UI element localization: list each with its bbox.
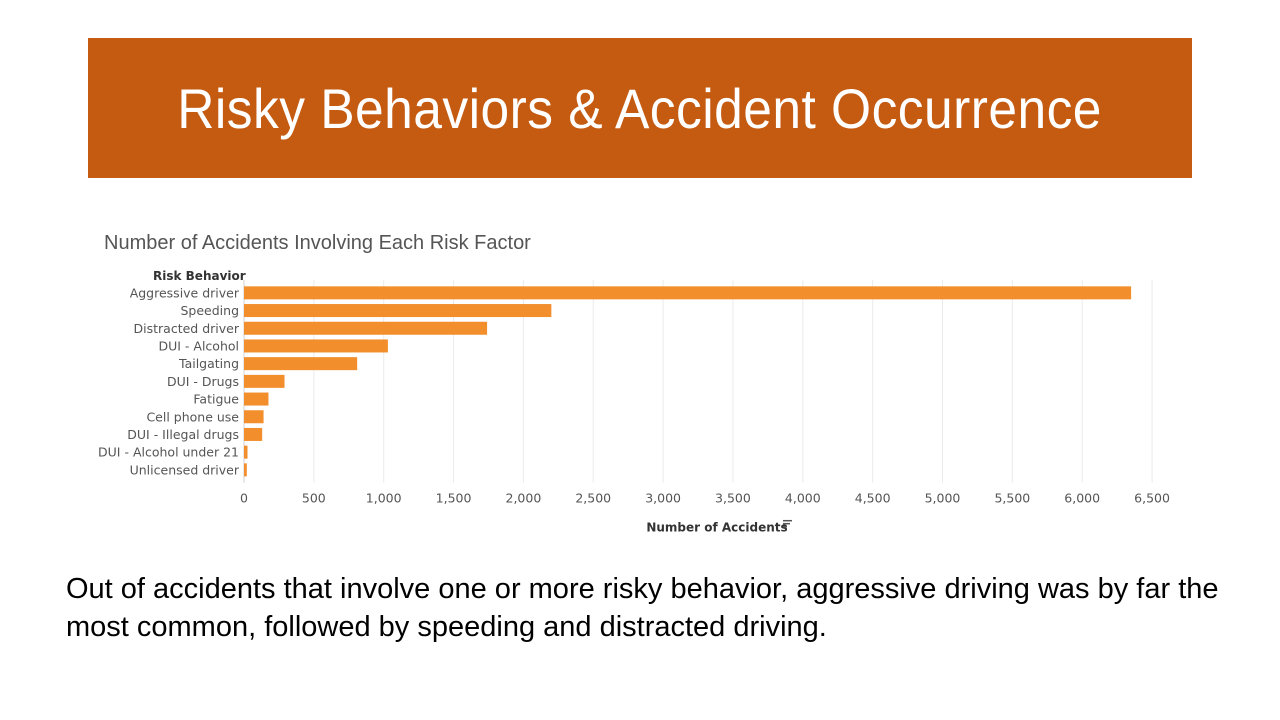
- y-axis-title: Risk Behavior: [153, 269, 246, 283]
- bar-chart: Risk Behavior Aggressive driver Speeding Di…: [98, 269, 1170, 535]
- bar: [244, 286, 1132, 300]
- x-tick-label: 0: [240, 491, 248, 506]
- x-tick-label: 1,500: [436, 491, 472, 506]
- x-tick-label: 6,500: [1134, 491, 1170, 506]
- x-tick-label: 4,500: [855, 491, 891, 506]
- bar: [244, 374, 285, 388]
- bar: [244, 304, 552, 318]
- chart-title: Number of Accidents Involving Each Risk …: [104, 232, 531, 254]
- sort-descending-icon[interactable]: [783, 519, 792, 528]
- x-tick-label: 2,500: [575, 491, 611, 506]
- category-label: DUI - Alcohol: [158, 338, 239, 353]
- bar: [244, 339, 388, 353]
- category-label: Cell phone use: [146, 409, 239, 424]
- x-tick-label: 5,000: [925, 491, 961, 506]
- x-tick-label: 500: [302, 491, 326, 506]
- bar: [244, 321, 488, 335]
- slide-title: Risky Behaviors & Accident Occurrence: [177, 76, 1103, 140]
- category-label: Distracted driver: [134, 321, 240, 336]
- slide-caption: Out of accidents that involve one or mor…: [66, 573, 1219, 643]
- x-tick-label: 1,000: [366, 491, 402, 506]
- category-label: Speeding: [180, 303, 239, 318]
- x-axis-title: Number of Accidents: [646, 521, 787, 535]
- category-label: DUI - Illegal drugs: [127, 427, 239, 442]
- x-tick-label: 4,000: [785, 491, 821, 506]
- x-tick-label: 5,500: [994, 491, 1030, 506]
- bar: [244, 463, 247, 477]
- category-label: DUI - Alcohol under 21: [98, 445, 239, 460]
- bar: [244, 410, 264, 424]
- category-label: Tailgating: [178, 356, 239, 371]
- x-tick-label: 3,500: [715, 491, 751, 506]
- bar: [244, 445, 248, 459]
- x-tick-label: 2,000: [506, 491, 542, 506]
- category-label: Aggressive driver: [130, 285, 240, 300]
- category-label: DUI - Drugs: [167, 374, 239, 389]
- title-banner: Risky Behaviors & Accident Occurrence: [88, 38, 1192, 178]
- bar: [244, 427, 263, 441]
- category-label: Fatigue: [193, 392, 239, 407]
- bar: [244, 357, 358, 371]
- bar: [244, 392, 269, 406]
- x-tick-label: 3,000: [645, 491, 681, 506]
- x-tick-label: 6,000: [1064, 491, 1100, 506]
- category-label: Unlicensed driver: [130, 462, 240, 477]
